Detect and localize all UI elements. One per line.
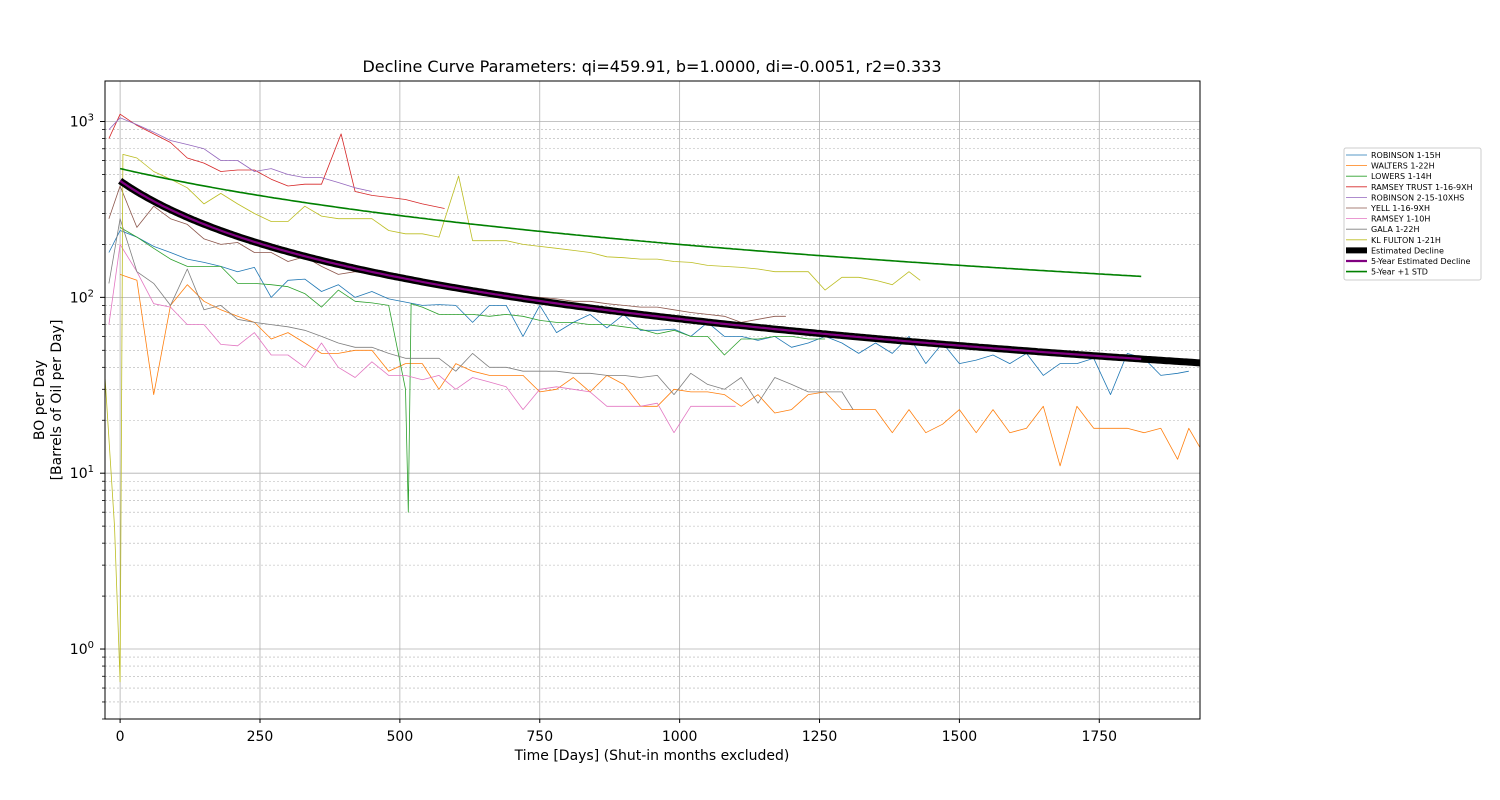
series-line-kl-fulton-1-21h (105, 154, 921, 683)
series-line-5-year-estimated-decline (119, 179, 1142, 361)
series-line-gala-1-22h (108, 218, 854, 410)
legend-label-5-year-estimated-decline: 5-Year Estimated Decline (1371, 257, 1470, 266)
y-tick-exponent: 0 (88, 640, 94, 651)
legend-label-yell-1-16-9xh: YELL 1-16-9XH (1370, 204, 1430, 213)
x-tick-label: 250 (247, 729, 274, 745)
legend-frame (1343, 147, 1482, 281)
x-tick-label: 750 (526, 729, 553, 745)
series-line-walters-1-22h (119, 274, 1200, 467)
legend-label-5-year-1-std: 5-Year +1 STD (1371, 268, 1428, 277)
chart-title: Decline Curve Parameters: qi=459.91, b=1… (362, 57, 941, 76)
grid-lines (105, 81, 1200, 720)
legend-label-walters-1-22h: WALTERS 1-22H (1371, 162, 1435, 171)
x-tick-label: 1500 (942, 729, 978, 745)
x-tick-label: 500 (387, 729, 414, 745)
legend-label-kl-fulton-1-21h: KL FULTON 1-21H (1371, 236, 1441, 245)
plot-area (105, 81, 1200, 719)
legend-label-estimated-decline: Estimated Decline (1371, 246, 1444, 255)
legend-label-robinson-2-15-10xhs: ROBINSON 2-15-10XHS (1371, 193, 1464, 202)
x-tick-label: 1750 (1081, 729, 1117, 745)
series-line-robinson-1-15h (108, 230, 1189, 395)
series-lines (105, 113, 1200, 683)
y-tick-exponent: 1 (88, 464, 94, 475)
series-line-robinson-2-15-10xhs (108, 117, 372, 192)
legend-label-gala-1-22h: GALA 1-22H (1371, 225, 1420, 234)
y-tick-exponent: 3 (88, 113, 94, 124)
series-line-ramsey-trust-1-16-9xh (108, 113, 445, 209)
legend-label-robinson-1-15h: ROBINSON 1-15H (1371, 151, 1441, 160)
y-axis-label-line2: [Barrels of Oil per Day] (49, 320, 65, 481)
x-tick-label: 1250 (802, 729, 838, 745)
legend-label-lowers-1-14h: LOWERS 1-14H (1371, 172, 1432, 181)
series-line-ramsey-1-10h (108, 244, 736, 434)
y-tick-exponent: 2 (88, 288, 94, 299)
x-axis-label: Time [Days] (Shut-in months excluded) (514, 748, 790, 764)
series-line-5-year-1-std (119, 167, 1142, 278)
y-tick-label: 101 (70, 464, 94, 482)
x-tick-label: 0 (116, 729, 125, 745)
y-tick-label: 102 (70, 288, 94, 306)
y-tick-label: 100 (70, 640, 94, 658)
plot-frame (104, 80, 1201, 720)
y-tick-label: 103 (70, 113, 94, 131)
x-tick-label: 1000 (662, 729, 698, 745)
legend-label-ramsey-trust-1-16-9xh: RAMSEY TRUST 1-16-9XH (1371, 183, 1473, 192)
y-axis-label-line1: BO per Day (32, 360, 48, 440)
series-line-lowers-1-14h (119, 227, 826, 513)
legend-label-ramsey-1-10h: RAMSEY 1-10H (1371, 215, 1430, 224)
